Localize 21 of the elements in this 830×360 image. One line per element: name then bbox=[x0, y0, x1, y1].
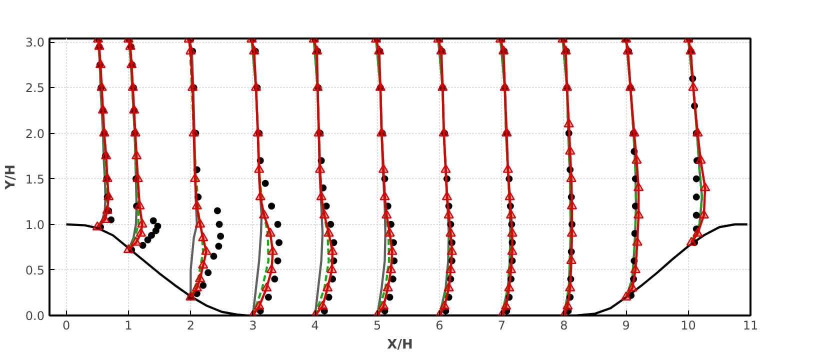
x-tick-label: 11 bbox=[742, 318, 758, 332]
x-tick-label: 10 bbox=[680, 318, 696, 332]
x-tick-label: 7 bbox=[498, 318, 506, 332]
y-tick-label: 0.0 bbox=[25, 309, 45, 323]
y-tick-label: 1.0 bbox=[25, 218, 45, 232]
y-tick-label: 3.0 bbox=[25, 36, 45, 50]
x-tick-label: 4 bbox=[311, 318, 319, 332]
x-tick-label: 1 bbox=[124, 318, 132, 332]
x-tick-label: 9 bbox=[622, 318, 630, 332]
y-tick-label: 2.0 bbox=[25, 126, 45, 141]
x-axis-title: X/H bbox=[387, 338, 413, 352]
x-tick-label: 5 bbox=[373, 318, 382, 332]
y-axis-title: Y/H bbox=[3, 164, 18, 191]
x-tick-label: 0 bbox=[62, 318, 70, 332]
y-tick-label: 0.5 bbox=[25, 263, 45, 278]
x-tick-label: 8 bbox=[560, 318, 568, 332]
y-tick-label: 1.5 bbox=[25, 172, 45, 186]
y-tick-label: 2.5 bbox=[25, 81, 45, 96]
x-tick-label: 6 bbox=[436, 318, 444, 332]
x-tick-label: 2 bbox=[186, 318, 195, 332]
x-tick-label: 3 bbox=[249, 318, 257, 332]
